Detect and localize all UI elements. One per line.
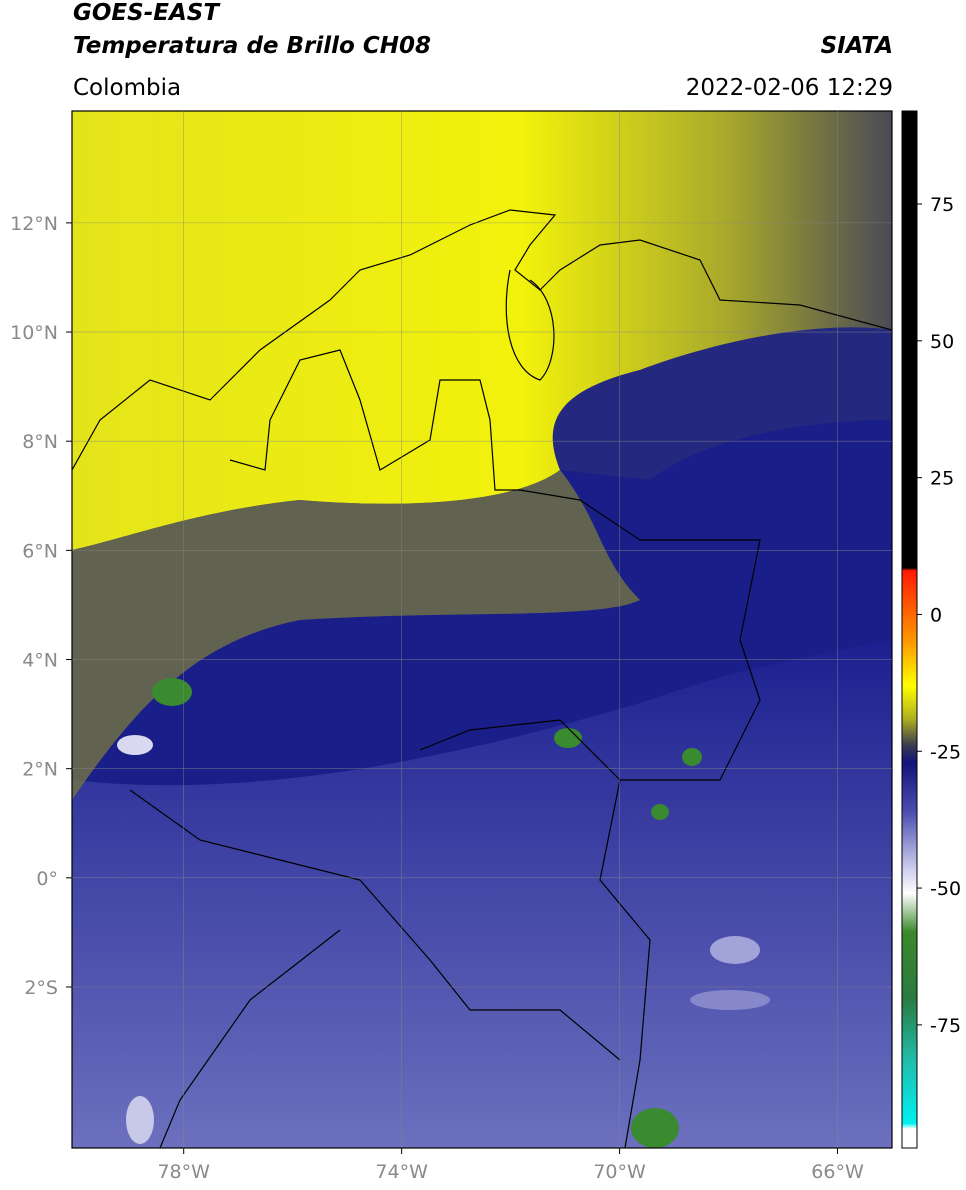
colorbar-tick-label: 50: [930, 331, 954, 353]
product: Temperatura de Brillo CH08: [73, 33, 431, 59]
colorbar-tick-label: -25: [930, 741, 961, 763]
colorbar-tick-label: 0: [930, 604, 942, 626]
colorbar-tick-label: 25: [930, 468, 954, 490]
colorbar-tick-label: 75: [930, 194, 954, 216]
colorbar-frame: [901, 110, 918, 1149]
y-tick-label: 4°N: [22, 650, 58, 672]
y-tick-label: 6°N: [22, 540, 58, 562]
y-tick-label: 10°N: [10, 322, 58, 344]
x-tick-label: 78°W: [157, 1161, 210, 1183]
region: Colombia: [73, 75, 181, 101]
y-tick-label: 2°S: [24, 977, 58, 999]
x-tick-label: 74°W: [375, 1161, 428, 1183]
satellite: GOES-EAST: [73, 0, 221, 26]
y-tick-label: 0°: [36, 868, 58, 890]
y-tick-label: 2°N: [22, 759, 58, 781]
colorbar-tick-label: -75: [930, 1015, 961, 1037]
x-tick-label: 70°W: [593, 1161, 646, 1183]
colorbar-tick-label: -50: [930, 878, 961, 900]
satellite-image: [72, 111, 892, 1148]
y-tick-label: 8°N: [22, 431, 58, 453]
map-frame: [71, 110, 893, 1149]
source: SIATA: [821, 33, 893, 59]
datetime: 2022-02-06 12:29: [686, 75, 893, 101]
colorbar: [902, 111, 917, 1148]
y-tick-label: 12°N: [10, 213, 58, 235]
x-tick-label: 66°W: [811, 1161, 864, 1183]
